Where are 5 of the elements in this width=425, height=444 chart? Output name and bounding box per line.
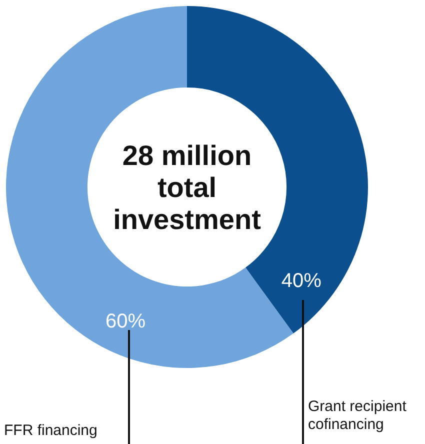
slice-label: FFR financing	[4, 422, 98, 440]
text: 28 million total investment	[112, 140, 262, 236]
data-label: 40%	[281, 270, 322, 292]
slice-label: Grant recipient cofinancing	[308, 398, 408, 434]
data-label: 60%	[105, 310, 146, 333]
